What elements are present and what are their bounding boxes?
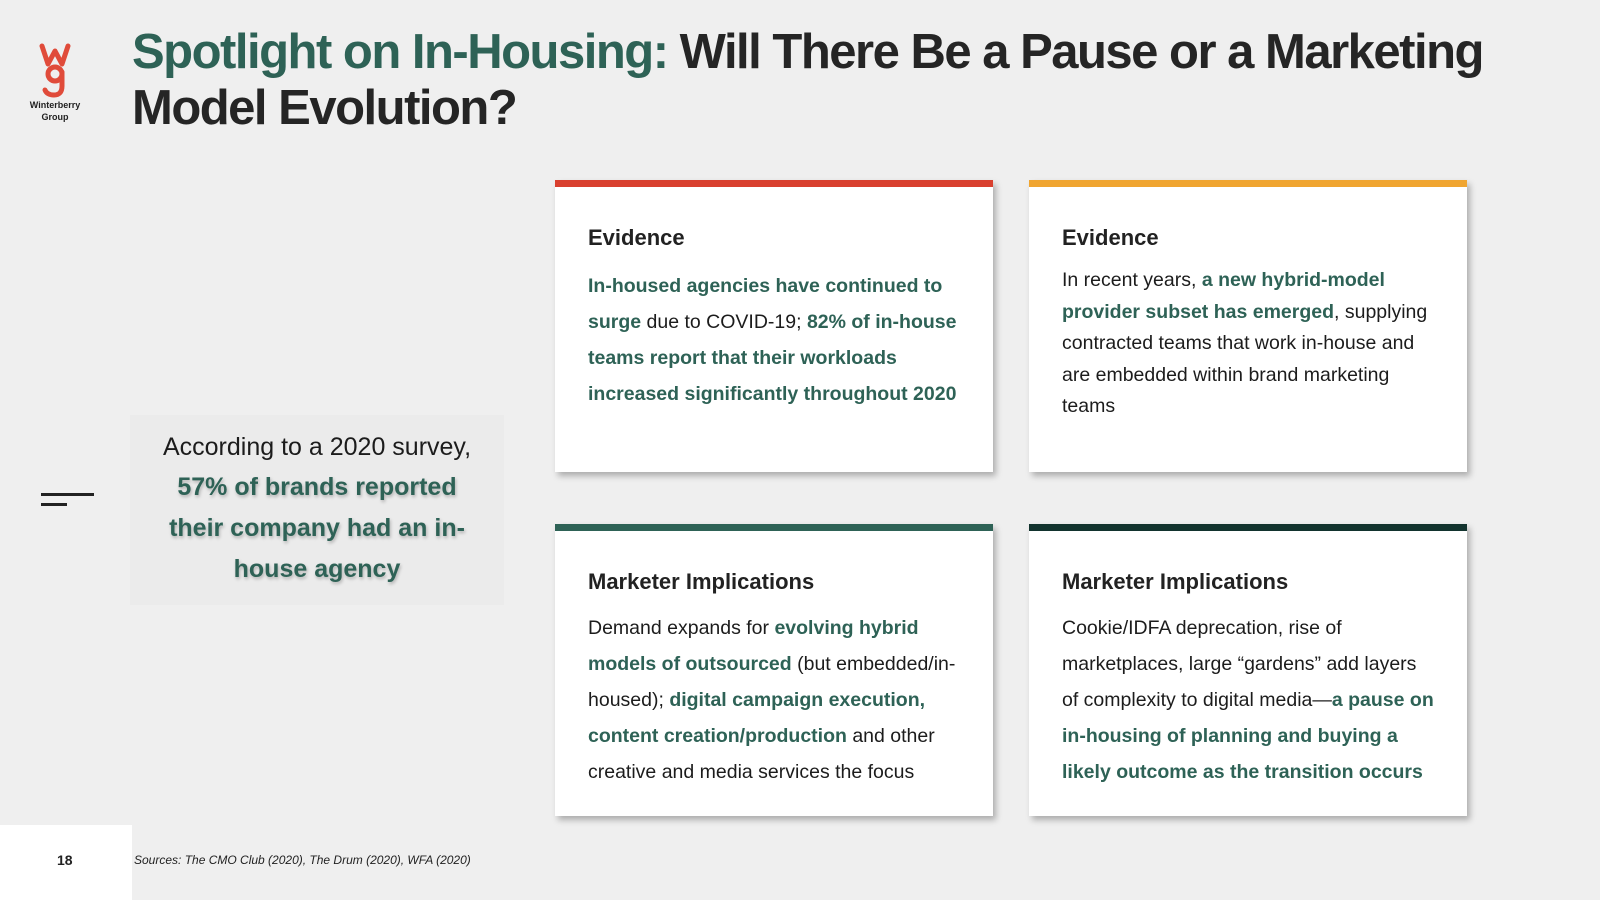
card-text: Demand expands for [588,617,775,639]
card-highlight: In-housed agencies have continued to sur… [588,275,943,333]
title-accent: Spotlight on In-Housing: [132,25,669,79]
card-body: Cookie/IDFA deprecation, rise of marketp… [1062,610,1437,790]
callout-lead: According to a 2020 survey, [162,433,472,461]
card-heading: Marketer Implications [1062,569,1289,594]
card-highlight: 82% of in-house teams report that their … [588,311,957,405]
card-accent-bar [555,524,993,531]
page-title: Spotlight on In-Housing: Will There Be a… [132,24,1512,136]
card-accent-bar [555,180,993,187]
card-highlight: a new hybrid-model provider subset has e… [1062,269,1385,323]
card-accent-bar [1029,524,1467,531]
decorative-dash-short [41,503,67,506]
logo-text-line2: Group [41,112,69,122]
card-accent-bar [1029,180,1467,187]
card-body: In recent years, a new hybrid-model prov… [1062,265,1437,423]
card-heading: Evidence [588,225,685,250]
decorative-dash [41,493,94,496]
winterberry-logo: Winterberry Group [22,42,88,122]
card-text: , supplying contracted teams that work i… [1062,300,1428,418]
sources-note: Sources: The CMO Club (2020), The Drum (… [134,853,471,867]
card-text: In recent years, [1062,269,1202,291]
logo-text-line1: Winterberry [29,100,81,110]
card-heading: Marketer Implications [588,569,815,594]
card-highlight: evolving hybrid models of outsourced [588,617,919,675]
card-heading: Evidence [1062,225,1159,250]
evidence-card-2: Evidence In recent years, a new hybrid-m… [1029,180,1467,472]
title-rest: Will There Be a Pause or a Marketing Mod… [132,25,1484,135]
card-highlight: digital campaign execution, content crea… [588,689,926,747]
card-body: In-housed agencies have continued to sur… [588,268,963,412]
implications-card-2: Marketer Implications Cookie/IDFA deprec… [1029,524,1467,816]
winterberry-logo-icon [39,43,71,98]
page-number-box [0,825,132,900]
card-text: Cookie/IDFA deprecation, rise of marketp… [1062,617,1417,711]
evidence-card-1: Evidence In-housed agencies have continu… [555,180,993,472]
card-highlight: a pause on in-housing of planning and bu… [1062,689,1434,783]
card-text: due to COVID-19; [641,311,807,333]
survey-callout: According to a 2020 survey, 57% of brand… [130,415,504,605]
card-text: and other creative and media services th… [588,725,935,783]
card-text: (but embedded/in-housed); [588,653,956,711]
callout-stat: 57% of brands reported their company had… [169,473,465,583]
page-number: 18 [57,852,73,868]
card-body: Demand expands for evolving hybrid model… [588,610,963,790]
implications-card-1: Marketer Implications Demand expands for… [555,524,993,816]
